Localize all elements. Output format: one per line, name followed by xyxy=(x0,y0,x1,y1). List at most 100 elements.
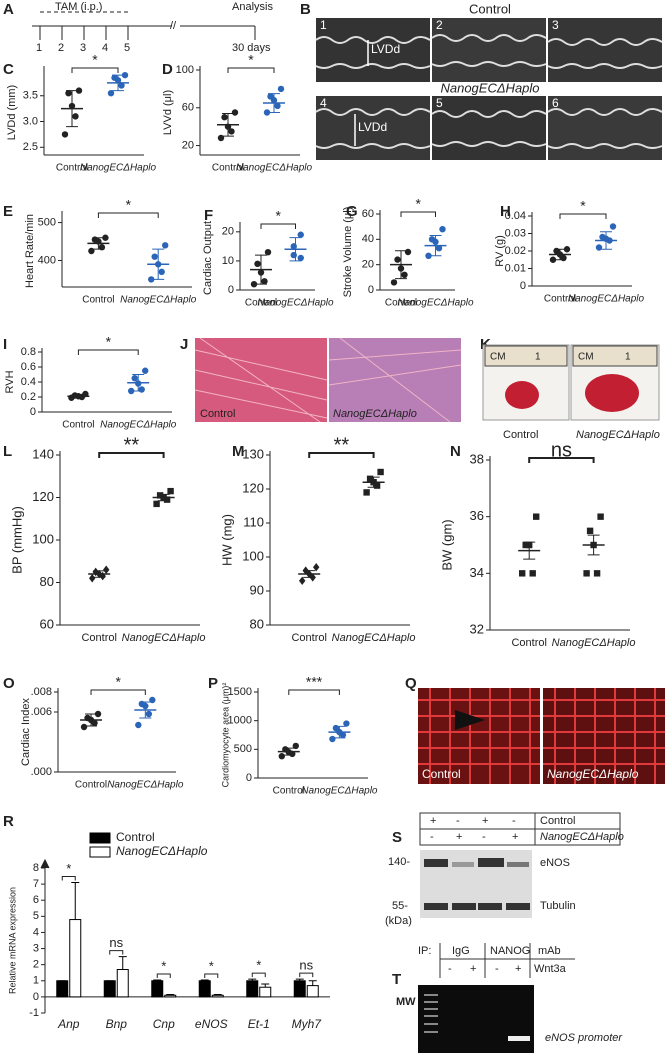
data-point xyxy=(72,113,79,120)
measure-label: LVDd xyxy=(358,120,387,134)
significance-label: * xyxy=(106,334,112,350)
bar xyxy=(306,985,319,998)
band xyxy=(452,903,476,910)
membrane-texture xyxy=(418,688,665,784)
data-point xyxy=(68,102,76,110)
significance-bracket xyxy=(71,67,119,73)
image-number: 3 xyxy=(552,18,559,32)
data-point xyxy=(254,260,261,268)
echo-image xyxy=(432,96,546,160)
data-point xyxy=(522,541,529,549)
data-point xyxy=(224,123,232,130)
panel-letter: N xyxy=(450,443,461,460)
panel-letter: T xyxy=(392,971,401,988)
legend-swatch xyxy=(89,846,111,858)
y-axis-label: Cardiomyocyte area (μm)² xyxy=(220,683,230,788)
mw-marker: 55- xyxy=(392,900,408,912)
day-label: 1 xyxy=(36,42,42,54)
panel-letter: K xyxy=(480,336,491,353)
error-bar xyxy=(200,979,209,981)
data-point xyxy=(339,731,347,739)
data-point xyxy=(221,114,228,121)
data-point xyxy=(309,573,316,582)
significance-bracket xyxy=(156,973,171,978)
day-label: 5 xyxy=(124,42,130,54)
image-number: 5 xyxy=(436,96,443,110)
y-tick-label: 34 xyxy=(470,565,484,580)
panel-letter: A xyxy=(3,1,14,18)
data-point xyxy=(549,256,557,263)
data-point xyxy=(103,565,110,574)
data-point xyxy=(366,475,374,482)
x-tick-label: Control xyxy=(385,298,417,309)
x-tick-label: Control xyxy=(212,163,244,174)
echo-mutant-label: NanogECΔHaplo xyxy=(440,80,539,95)
stain-label: Control xyxy=(422,767,461,781)
y-tick-label: 32 xyxy=(470,621,484,636)
treatment-label: TAM (i.p.) xyxy=(55,1,102,13)
data-point xyxy=(217,134,225,142)
x-tick-label: NanogECΔHaplo xyxy=(107,780,184,791)
significance-label: ** xyxy=(334,434,350,456)
sign: - xyxy=(430,831,434,843)
data-point xyxy=(394,256,401,263)
y-axis-label: Stroke Volume (μl) xyxy=(342,207,354,298)
panel-letter: B xyxy=(300,1,311,18)
data-point xyxy=(593,570,601,577)
data-point xyxy=(94,710,102,718)
sign: - xyxy=(456,815,460,827)
sign: + xyxy=(512,831,518,843)
y-axis-label: LVDd (mm) xyxy=(6,85,18,140)
ruler xyxy=(572,345,658,367)
x-tick-label: Control xyxy=(62,420,94,431)
data-point xyxy=(270,97,278,104)
blot-bands xyxy=(424,858,530,910)
y-tick-label: 0.2 xyxy=(21,391,36,403)
band xyxy=(506,903,530,910)
sign: + xyxy=(482,815,488,827)
product-label: eNOS promoter xyxy=(545,1032,623,1044)
data-point xyxy=(61,131,69,138)
x-tick-label: NanogECΔHaplo xyxy=(120,295,197,306)
bar xyxy=(116,969,129,998)
x-tick-label: Cnp xyxy=(153,1017,175,1031)
bar xyxy=(293,980,306,998)
data-point xyxy=(363,489,370,496)
stain-image xyxy=(418,688,540,784)
x-tick-label: NanogECΔHaplo xyxy=(301,786,378,797)
data-point xyxy=(373,482,381,489)
significance-label: * xyxy=(115,674,121,690)
data-point xyxy=(397,265,405,272)
band xyxy=(478,903,502,910)
y-axis-label: BP (mmHg) xyxy=(9,506,24,574)
data-point xyxy=(278,753,285,760)
y-tick-label: 36 xyxy=(470,508,484,523)
y-tick-label: 80 xyxy=(40,574,54,589)
data-point xyxy=(583,570,590,577)
x-tick-label: NanogECΔHaplo xyxy=(568,294,645,305)
sign: - xyxy=(448,963,452,975)
y-tick-label: .008 xyxy=(31,686,52,698)
error-bar xyxy=(261,983,270,988)
western-table xyxy=(419,812,621,846)
y-axis-label: RV (g) xyxy=(494,235,506,267)
y-tick-label: 0.4 xyxy=(21,376,36,388)
data-point xyxy=(560,254,567,262)
data-point xyxy=(526,541,533,549)
image-number: 6 xyxy=(552,96,559,110)
echo-image xyxy=(316,96,430,160)
tissue-texture xyxy=(194,337,462,423)
data-point xyxy=(160,494,167,501)
data-point xyxy=(529,570,536,577)
significance-label: * xyxy=(92,52,98,68)
data-point xyxy=(439,226,446,233)
heart-label: NanogECΔHaplo xyxy=(576,429,660,441)
y-tick-label: 0 xyxy=(246,772,252,784)
data-point xyxy=(299,576,306,585)
ruler-mark: 1 xyxy=(625,352,631,363)
echo-image xyxy=(548,96,662,160)
band xyxy=(507,862,529,867)
mw-unit: (kDa) xyxy=(385,915,412,927)
significance-label: ns xyxy=(109,935,123,950)
x-tick-label: Control xyxy=(81,632,116,644)
